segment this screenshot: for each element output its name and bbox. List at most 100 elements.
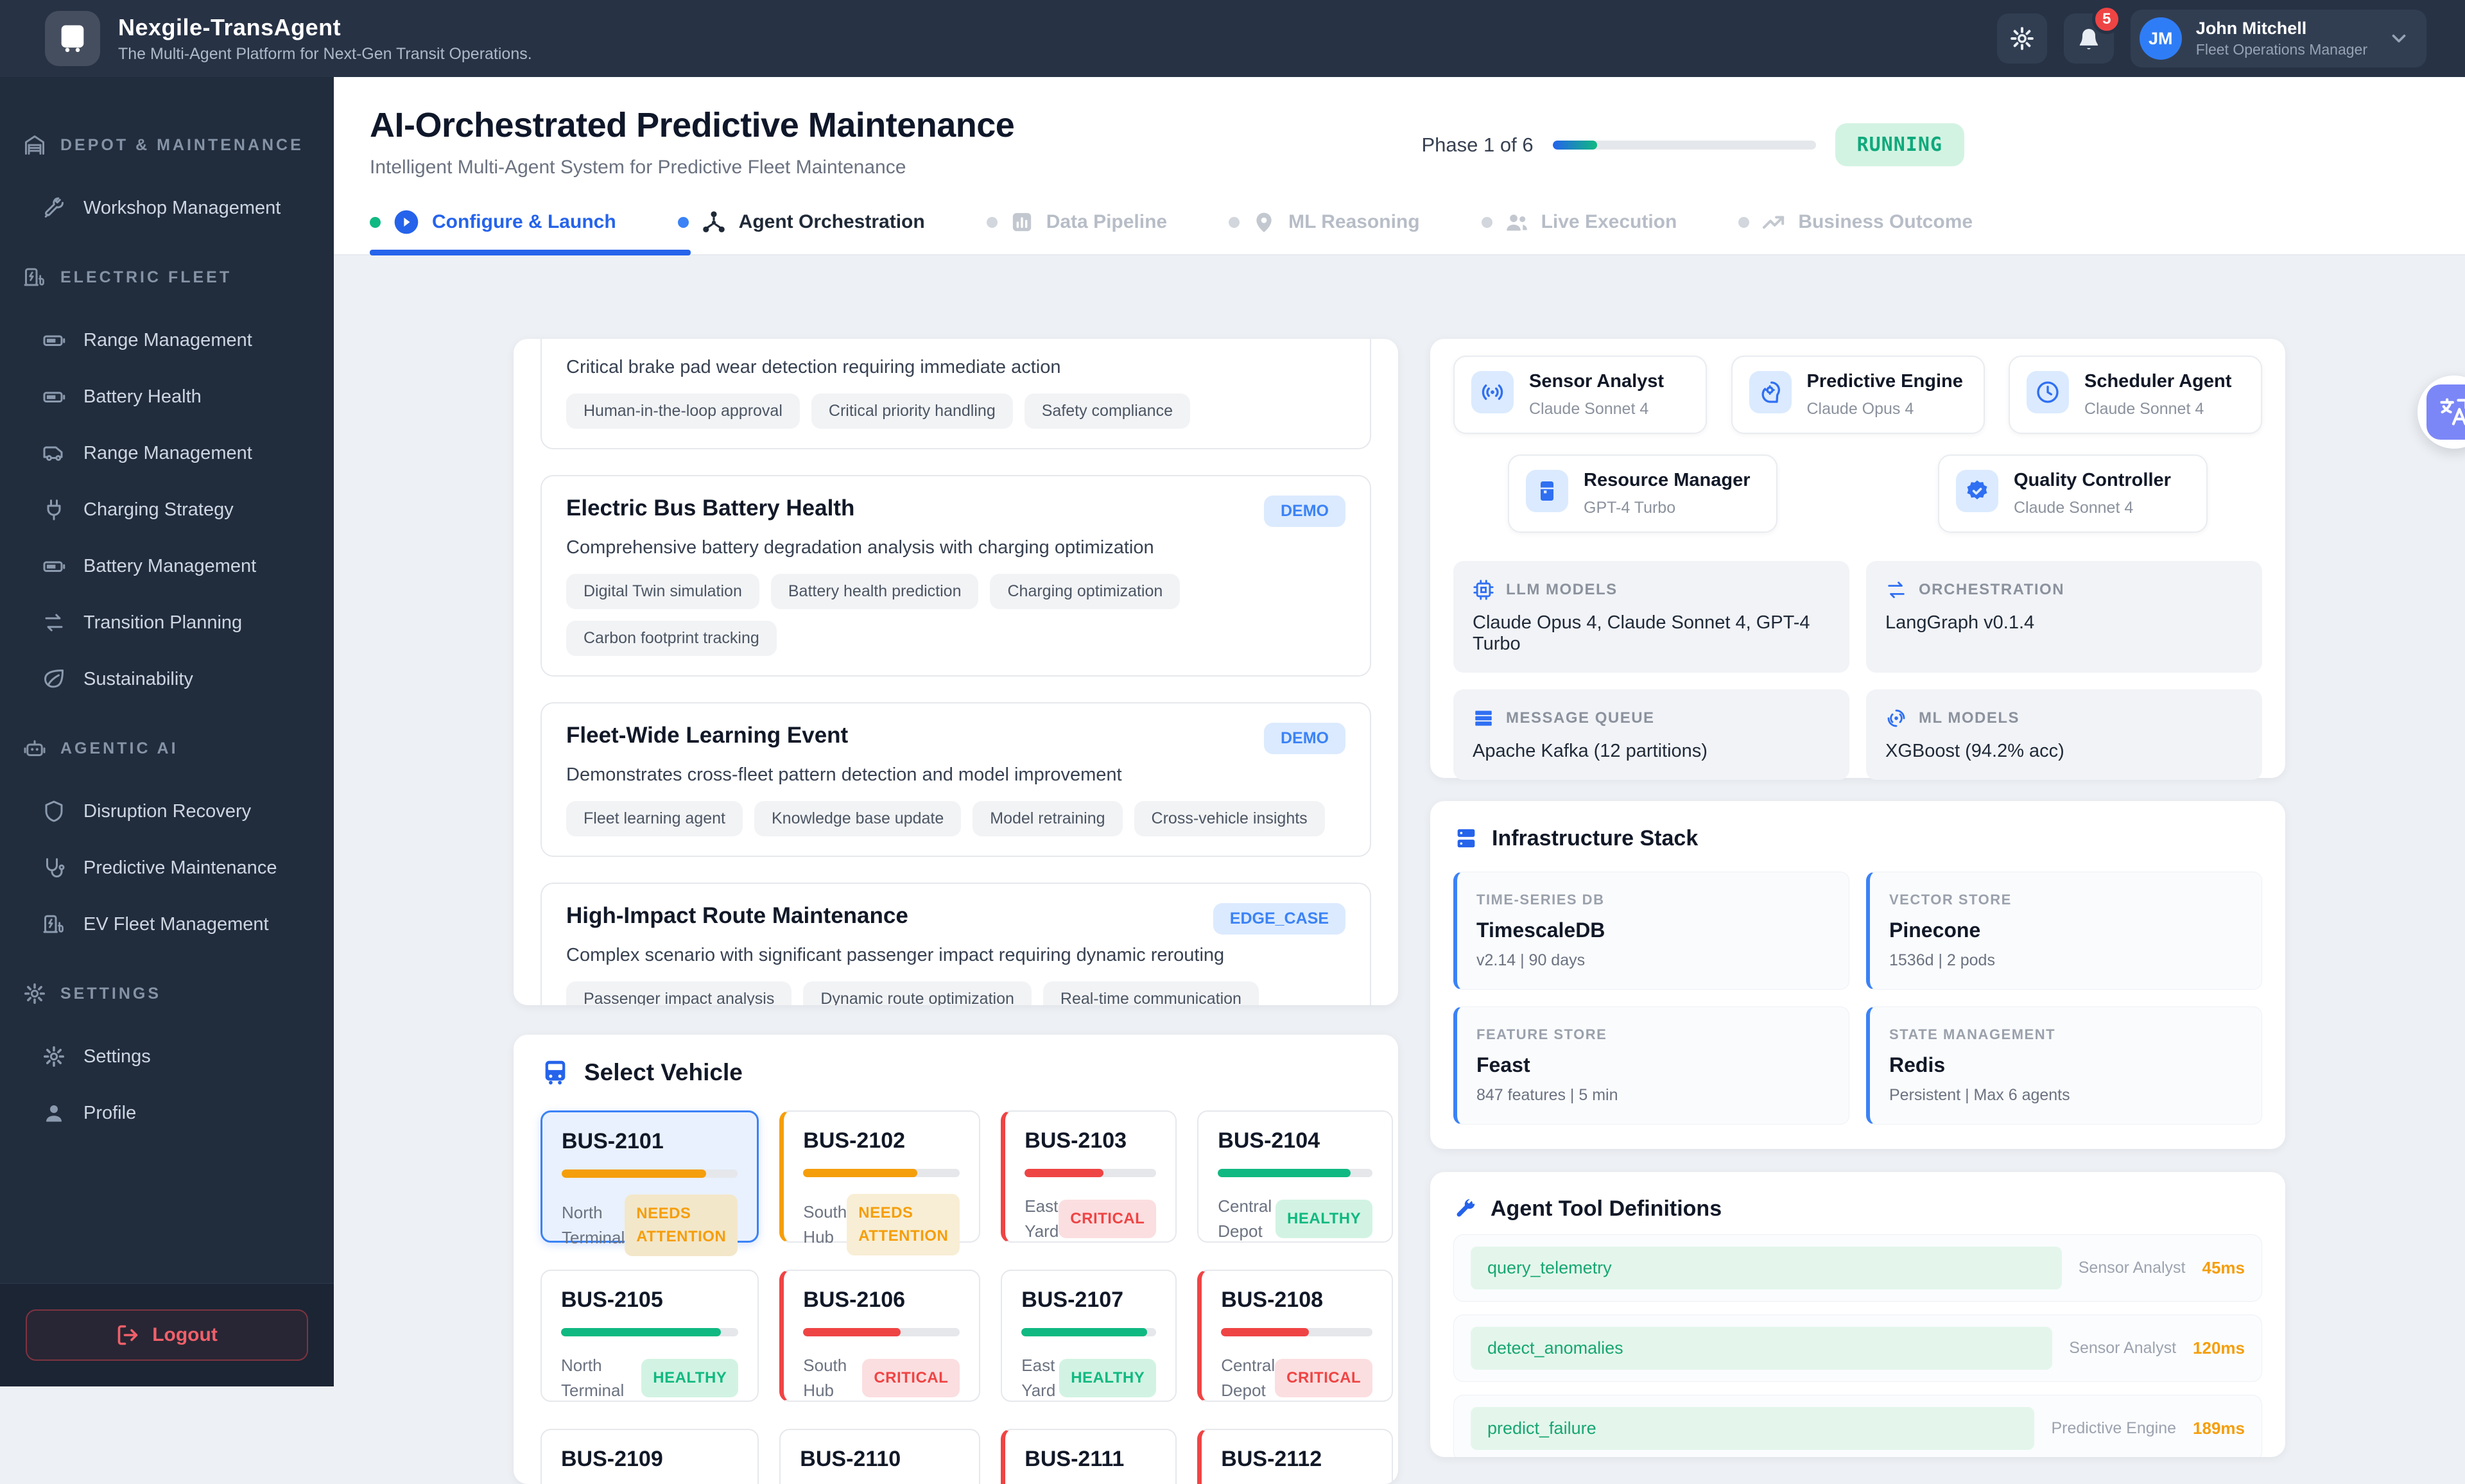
sidebar-item-predictive-maintenance[interactable]: Predictive Maintenance [0,840,334,896]
agent-name: Sensor Analyst [1529,371,1665,392]
network-nodes-icon [700,209,727,236]
scenario-title: Fleet-Wide Learning Event [566,723,849,748]
sidebar-item-profile[interactable]: Profile [0,1085,334,1141]
vehicle-card-bus-2105[interactable]: BUS-2105 North Terminal HEALTHY [541,1270,759,1402]
bar-chart-icon [1009,209,1035,235]
vehicle-id: BUS-2108 [1221,1288,1324,1312]
vehicle-status-badge: CRITICAL [1059,1200,1157,1238]
shield-icon [42,800,65,823]
vehicle-card-bus-2103[interactable]: BUS-2103 East Yard CRITICAL [1001,1110,1177,1243]
agent-card-resource-manager[interactable]: Resource Manager GPT-4 Turbo [1508,454,1777,533]
scenario-card-fleet-learning[interactable]: Fleet-Wide Learning Event DEMO Demonstra… [541,702,1371,857]
tab-agent-orchestration[interactable]: Agent Orchestration [677,209,925,257]
vehicle-location: East Yard [1021,1356,1056,1400]
translate-widget[interactable] [2417,375,2465,449]
vehicle-location: Central Depot [1218,1196,1272,1241]
tab-configure-launch[interactable]: Configure & Launch [370,208,616,258]
agent-model: Claude Sonnet 4 [1529,400,1649,418]
signal-icon [1480,379,1505,405]
agent-card-sensor-analyst[interactable]: Sensor Analyst Claude Sonnet 4 [1453,356,1707,434]
ev-charger-icon [23,266,46,289]
scenario-tag: Dynamic route optimization [803,981,1032,1005]
phase-progress-fill [1552,140,1598,150]
brain-icon [1758,379,1783,405]
vehicle-location: East Yard [1025,1196,1059,1241]
scenario-tag: Carbon footprint tracking [566,621,777,656]
scenario-card-battery-health[interactable]: Electric Bus Battery Health DEMO Compreh… [541,475,1371,677]
active-tab-underline [370,250,691,255]
info-value: XGBoost (94.2% acc) [1885,741,2064,761]
sidebar-item-workshop-management[interactable]: Workshop Management [0,180,334,236]
logout-button[interactable]: Logout [26,1309,308,1361]
vehicle-card-bus-2111[interactable]: BUS-2111 [1001,1429,1177,1484]
health-bar [1021,1328,1157,1336]
vehicle-id: BUS-2112 [1221,1447,1322,1471]
tool-row-query-telemetry[interactable]: query_telemetry Sensor Analyst 45ms [1453,1234,2262,1302]
sidebar-item-range-management-2[interactable]: Range Management [0,425,334,481]
vehicle-status-badge: CRITICAL [862,1359,960,1397]
sidebar-item-charging-strategy[interactable]: Charging Strategy [0,481,334,538]
tab-live-execution[interactable]: Live Execution [1481,209,1677,257]
agent-card-quality-controller[interactable]: Quality Controller Claude Sonnet 4 [1938,454,2208,533]
sidebar-item-disruption-recovery[interactable]: Disruption Recovery [0,783,334,840]
agent-card-predictive-engine[interactable]: Predictive Engine Claude Opus 4 [1731,356,1985,434]
scenario-title: Electric Bus Battery Health [566,496,855,521]
sidebar-item-settings[interactable]: Settings [0,1028,334,1085]
agent-name: Resource Manager [1584,470,1751,490]
tab-data-pipeline[interactable]: Data Pipeline [986,209,1167,257]
infra-name: Pinecone [1889,919,1981,942]
phase-label: Phase 1 of 6 [1421,133,1534,156]
agent-name: Scheduler Agent [2084,371,2232,392]
sidebar-item-range-management[interactable]: Range Management [0,312,334,368]
battery-icon [42,555,65,578]
badge-check-icon [1964,478,1990,504]
page-title: AI-Orchestrated Predictive Maintenance [370,106,1015,144]
agent-card-scheduler-agent[interactable]: Scheduler Agent Claude Sonnet 4 [2009,356,2262,434]
info-value: Claude Opus 4, Claude Sonnet 4, GPT-4 Tu… [1473,612,1810,654]
tool-name: query_telemetry [1471,1247,2062,1290]
scenario-tag: Cross-vehicle insights [1134,801,1325,836]
scenario-card-partial[interactable]: Critical brake pad wear detection requir… [541,339,1371,449]
sidebar-item-battery-health[interactable]: Battery Health [0,368,334,425]
vehicle-card-bus-2106[interactable]: BUS-2106 South Hub CRITICAL [779,1270,981,1402]
settings-button[interactable] [1996,13,2047,64]
agent-model: Claude Sonnet 4 [2014,499,2134,517]
vehicle-card-bus-2107[interactable]: BUS-2107 East Yard HEALTHY [1001,1270,1177,1402]
tab-bar: Configure & Launch Agent Orchestration D… [334,178,2465,255]
vehicle-card-bus-2104[interactable]: BUS-2104 Central Depot HEALTHY [1197,1110,1394,1243]
notifications-button[interactable]: 5 [2063,4,2122,64]
server-icon [1534,478,1560,504]
tab-status-dot [677,216,689,228]
tool-latency: 45ms [2202,1258,2245,1277]
user-menu[interactable]: JM John Mitchell Fleet Operations Manage… [2130,10,2426,67]
user-role: Fleet Operations Manager [2195,41,2367,58]
sidebar-item-ev-fleet-management[interactable]: EV Fleet Management [0,896,334,953]
tool-latency: 120ms [2193,1338,2245,1358]
vehicle-location: South Hub [803,1202,847,1247]
tab-business-outcome[interactable]: Business Outcome [1738,209,1973,257]
vehicle-card-bus-2108[interactable]: BUS-2108 Central Depot CRITICAL [1197,1270,1394,1402]
scenario-tag: Real-time communication [1042,981,1259,1005]
sidebar-item-battery-management[interactable]: Battery Management [0,538,334,594]
infra-name: TimescaleDB [1476,919,1605,942]
tab-ml-reasoning[interactable]: ML Reasoning [1229,209,1420,257]
tool-row-detect-anomalies[interactable]: detect_anomalies Sensor Analyst 120ms [1453,1315,2262,1382]
vehicle-card-bus-2102[interactable]: BUS-2102 South Hub NEEDS ATTENTION [779,1110,981,1255]
info-tile-message-queue: MESSAGE QUEUE Apache Kafka (12 partition… [1453,689,1849,780]
vehicle-card-bus-2109[interactable]: BUS-2109 [541,1429,759,1484]
sidebar-item-transition-planning[interactable]: Transition Planning [0,594,334,651]
health-bar-fill [803,1328,901,1336]
tool-row-predict-failure[interactable]: predict_failure Predictive Engine 189ms [1453,1395,2262,1457]
infra-detail: 1536d | 2 pods [1889,951,1995,969]
sidebar-item-sustainability[interactable]: Sustainability [0,651,334,707]
vehicle-card-bus-2112[interactable]: BUS-2112 [1197,1429,1394,1484]
swap-arrows-icon [42,611,65,634]
scenario-badge: DEMO [1264,496,1345,527]
infrastructure-title: Infrastructure Stack [1492,825,1699,850]
agent-name: Predictive Engine [1806,371,1963,392]
vehicle-card-bus-2101[interactable]: BUS-2101 North Terminal NEEDS ATTENTION [541,1110,759,1256]
vehicle-card-bus-2110[interactable]: BUS-2110 [779,1429,981,1484]
scenario-card-route-maintenance[interactable]: High-Impact Route Maintenance EDGE_CASE … [541,883,1371,1005]
gear-icon [42,1045,65,1068]
vehicle-location: Central Depot [1221,1356,1276,1400]
